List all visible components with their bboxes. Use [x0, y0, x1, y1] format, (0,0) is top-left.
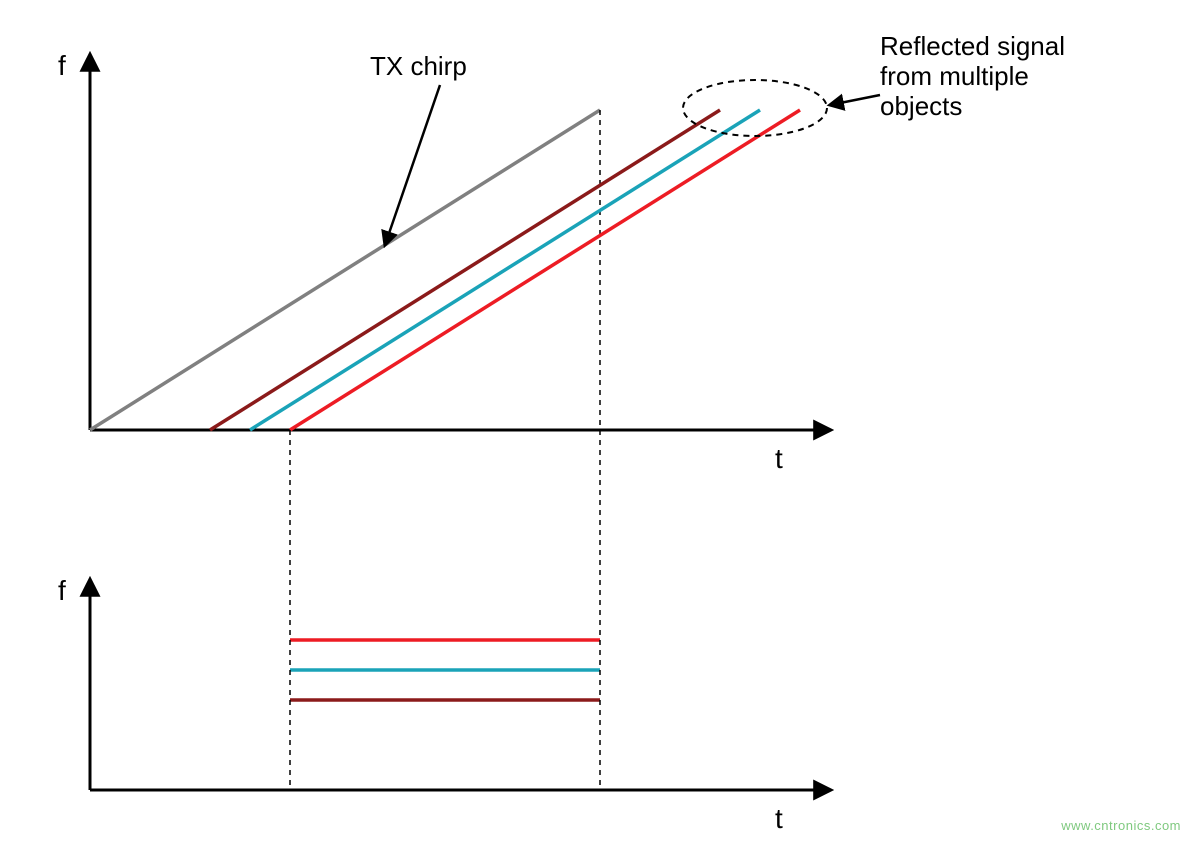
rx-chirp-2: [250, 110, 760, 430]
watermark-text: www.cntronics.com: [1061, 818, 1181, 833]
reflected-arrow: [830, 95, 880, 105]
tx-chirp-line: [90, 110, 600, 430]
reflected-label: Reflected signalfrom multipleobjects: [880, 31, 1065, 121]
fmcw-chirp-diagram: f t f t TX chirp Reflected signalfrom multipl…: [0, 0, 1199, 843]
bottom-y-label: f: [58, 575, 66, 606]
tx-chirp-arrow: [385, 85, 440, 245]
rx-chirp-1: [210, 110, 720, 430]
top-x-label: t: [775, 443, 783, 474]
top-y-label: f: [58, 50, 66, 81]
tx-chirp-label: TX chirp: [370, 51, 467, 81]
reflected-group-ellipse: [683, 80, 827, 136]
rx-chirp-3: [290, 110, 800, 430]
bottom-x-label: t: [775, 803, 783, 834]
